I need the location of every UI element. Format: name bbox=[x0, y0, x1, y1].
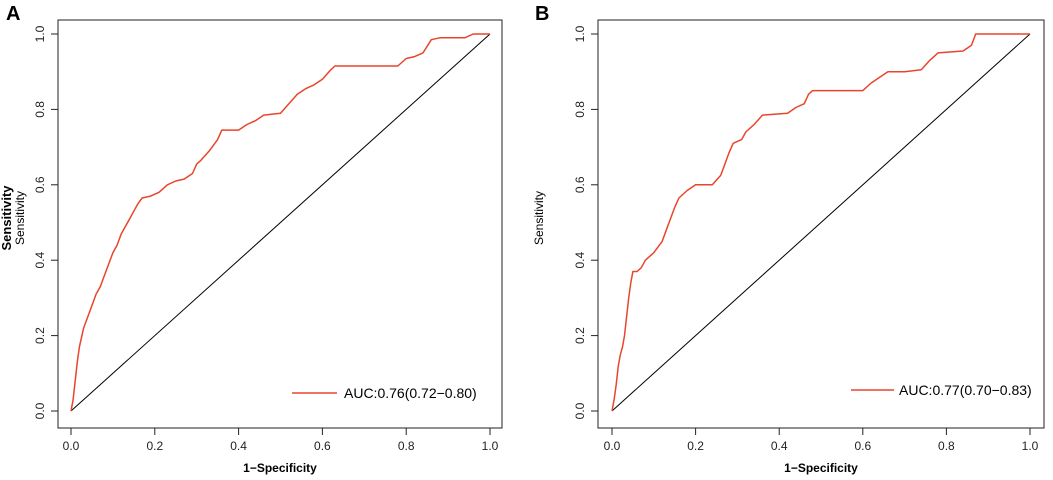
roc-curve-b bbox=[611, 33, 1030, 412]
x-tick-label: 0.2 bbox=[146, 439, 163, 453]
legend-label-b: AUC:0.77(0.70−0.83) bbox=[899, 382, 1032, 398]
legend-a: AUC:0.76(0.72−0.80) bbox=[292, 385, 477, 401]
x-tick-label: 0.4 bbox=[230, 439, 247, 453]
y-axis-label-a-secondary: Sensitivity bbox=[13, 191, 27, 245]
y-tick-label: 0.4 bbox=[573, 252, 587, 269]
x-axis-label-a: 1−Specificity bbox=[243, 461, 317, 475]
x-tick-label: 0.0 bbox=[604, 439, 621, 453]
y-ticks-b: 0.0 0.2 0.4 0.6 0.8 1.0 bbox=[573, 25, 598, 419]
panel-label-b: B bbox=[535, 3, 549, 25]
x-tick-label: 1.0 bbox=[482, 439, 499, 453]
roc-panel-a: A 0.0 0.2 0.4 0.6 0.8 1.0 0.00.20.40.60.81.0 … bbox=[0, 3, 503, 475]
y-tick-label: 0.6 bbox=[573, 176, 587, 193]
plot-frame-a bbox=[57, 19, 503, 429]
y-tick-label: 0.2 bbox=[573, 327, 587, 344]
y-tick-label: 0.8 bbox=[573, 101, 587, 118]
y-tick-label: 0.4 bbox=[33, 252, 47, 269]
roc-panel-b: B 0.0 0.2 0.4 0.6 0.8 1.0 0.00.20.40.60.81.0 … bbox=[532, 3, 1045, 475]
x-ticks-a: 0.0 0.2 0.4 0.6 0.8 1.0 bbox=[63, 428, 499, 453]
legend-b: AUC:0.77(0.70−0.83) bbox=[851, 382, 1032, 398]
y-axis-label-b: Sensitivity bbox=[532, 191, 546, 245]
x-tick-label: 0.8 bbox=[398, 439, 415, 453]
y-tick-label: 0.8 bbox=[33, 101, 47, 118]
roc-curve-a bbox=[70, 33, 490, 412]
reference-diagonal-a bbox=[70, 33, 491, 412]
x-tick-label: 0.4 bbox=[771, 439, 788, 453]
legend-label-a: AUC:0.76(0.72−0.80) bbox=[344, 385, 477, 401]
reference-diagonal-b bbox=[611, 33, 1031, 412]
y-tick-label: 1.0 bbox=[33, 25, 47, 42]
x-axis-label-b: 1−Specificity bbox=[784, 461, 858, 475]
y-tick-label: 0.0 bbox=[573, 402, 587, 419]
y-tick-label: 0.0 bbox=[33, 402, 47, 419]
x-tick-label: 0.0 bbox=[63, 439, 80, 453]
x-tick-label: 0.8 bbox=[938, 439, 955, 453]
panel-label-a: A bbox=[6, 3, 20, 25]
y-tick-label: 0.2 bbox=[33, 327, 47, 344]
x-tick-label: 0.2 bbox=[687, 439, 704, 453]
y-tick-label: 1.0 bbox=[573, 25, 587, 42]
x-tick-label: 1.0 bbox=[1022, 439, 1039, 453]
y-ticks-a: 0.0 0.2 0.4 0.6 0.8 1.0 bbox=[33, 25, 58, 419]
y-tick-label: 0.6 bbox=[33, 176, 47, 193]
y-axis-label-a: Sensitivity bbox=[0, 185, 14, 251]
x-tick-label: 0.6 bbox=[314, 439, 331, 453]
x-ticks-b: 0.0 0.2 0.4 0.6 0.8 1.0 bbox=[604, 428, 1039, 453]
x-tick-label: 0.6 bbox=[854, 439, 871, 453]
